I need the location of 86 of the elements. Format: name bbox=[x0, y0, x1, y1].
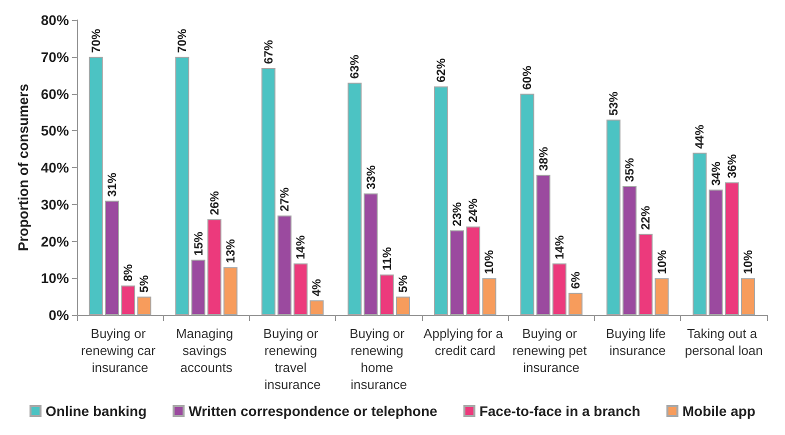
data-label: 63% bbox=[348, 54, 362, 79]
bar bbox=[482, 278, 496, 315]
bar bbox=[223, 267, 238, 315]
data-label: 33% bbox=[364, 164, 378, 190]
data-label: 67% bbox=[261, 40, 276, 64]
bar bbox=[207, 219, 222, 315]
data-label: 62% bbox=[434, 58, 448, 82]
bar bbox=[261, 68, 276, 315]
bar bbox=[88, 56, 103, 315]
y-tick-label: 10% bbox=[40, 270, 70, 286]
y-tick-label: 40% bbox=[40, 160, 70, 176]
data-label: 31% bbox=[105, 172, 119, 197]
bar bbox=[724, 182, 739, 315]
y-tick-label: 80% bbox=[40, 12, 70, 28]
data-label: 6% bbox=[568, 271, 582, 289]
bar bbox=[606, 120, 620, 315]
data-label: 15% bbox=[191, 231, 206, 256]
data-label: 10% bbox=[741, 250, 756, 274]
data-label: 5% bbox=[396, 274, 410, 293]
data-label: 26% bbox=[207, 190, 222, 216]
x-tick-label: Taking out a personal loan bbox=[684, 326, 763, 358]
data-label: 38% bbox=[536, 146, 550, 171]
data-label: 23% bbox=[450, 202, 464, 226]
data-label: 8% bbox=[121, 264, 136, 282]
data-label: 60% bbox=[520, 65, 534, 90]
bar bbox=[536, 174, 550, 315]
bar bbox=[466, 226, 480, 315]
y-tick-label: 30% bbox=[40, 196, 70, 212]
bar bbox=[175, 56, 190, 315]
data-label: 5% bbox=[137, 274, 152, 293]
data-label: 14% bbox=[294, 235, 308, 260]
data-label: 4% bbox=[310, 278, 324, 296]
x-tick-label: Buying life insurance bbox=[606, 326, 670, 358]
bar bbox=[310, 300, 324, 315]
data-label: 10% bbox=[482, 250, 496, 274]
bar bbox=[654, 278, 669, 315]
data-label: 70% bbox=[175, 28, 190, 53]
bar bbox=[105, 200, 119, 315]
bar bbox=[396, 296, 410, 315]
x-tick-label: Buying or renewing pet insurance bbox=[512, 326, 590, 375]
bar bbox=[364, 193, 378, 315]
legend-label: Written correspondence or telephone bbox=[188, 403, 438, 419]
bar bbox=[520, 94, 534, 315]
data-label: 14% bbox=[552, 235, 566, 260]
x-tick-label: Applying for a credit card bbox=[424, 326, 507, 358]
bar bbox=[552, 263, 566, 315]
bar bbox=[741, 278, 756, 315]
data-label: 70% bbox=[88, 28, 103, 53]
x-tick-label: Buying or renewing home insurance bbox=[350, 326, 408, 392]
legend-label: Mobile app bbox=[682, 403, 756, 419]
legend-label: Face-to-face in a branch bbox=[479, 403, 640, 419]
data-label: 11% bbox=[380, 246, 394, 270]
data-label: 27% bbox=[278, 187, 292, 212]
bar bbox=[121, 286, 136, 315]
bar bbox=[137, 296, 152, 315]
x-tick-label: Managing savings accounts bbox=[176, 326, 237, 375]
bar bbox=[638, 234, 653, 315]
bar bbox=[380, 274, 394, 315]
y-tick-label: 60% bbox=[40, 86, 70, 102]
data-label: 22% bbox=[638, 206, 653, 230]
data-label: 36% bbox=[724, 154, 739, 178]
bar bbox=[278, 215, 292, 315]
bar bbox=[708, 190, 723, 315]
data-label: 34% bbox=[708, 161, 723, 186]
bar bbox=[622, 186, 637, 315]
data-label: 13% bbox=[223, 238, 238, 264]
y-axis-title: Proportion of consumers bbox=[15, 84, 31, 252]
y-tick-label: 0% bbox=[48, 307, 70, 323]
data-label: 10% bbox=[654, 250, 669, 274]
bar bbox=[348, 82, 362, 315]
data-label: 24% bbox=[466, 198, 480, 222]
y-tick-label: 70% bbox=[40, 48, 70, 65]
bar bbox=[450, 230, 464, 315]
legend-label: Online banking bbox=[46, 403, 147, 419]
y-tick-label: 20% bbox=[40, 233, 70, 250]
bar bbox=[191, 260, 206, 315]
data-label: 44% bbox=[692, 124, 707, 149]
bar bbox=[692, 152, 707, 315]
data-label: 35% bbox=[622, 158, 637, 182]
bar bbox=[434, 86, 448, 315]
x-tick-label: Buying or renewing travel insurance bbox=[263, 326, 322, 392]
x-tick-label: Buying or renewing car insurance bbox=[81, 326, 160, 375]
data-label: 53% bbox=[606, 91, 620, 116]
bar bbox=[568, 292, 582, 315]
y-tick-label: 50% bbox=[40, 122, 70, 139]
bar bbox=[294, 263, 308, 315]
